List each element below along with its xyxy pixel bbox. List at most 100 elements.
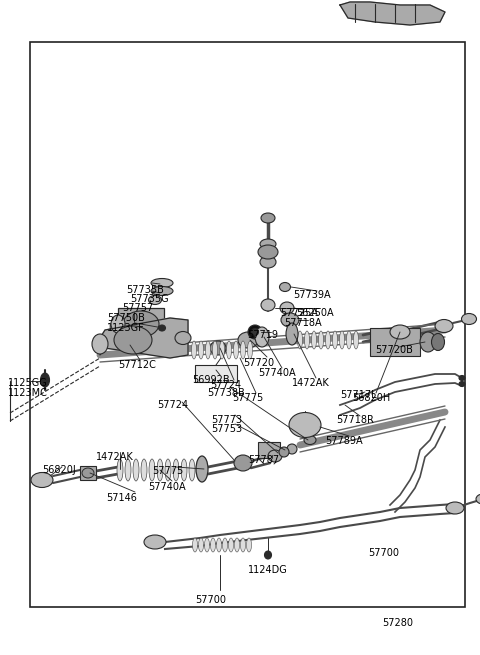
Text: 57719: 57719 [247, 330, 278, 340]
Ellipse shape [238, 332, 258, 348]
Bar [195, 365, 237, 382]
Ellipse shape [227, 341, 231, 359]
Text: 57700: 57700 [368, 548, 399, 558]
Ellipse shape [247, 538, 252, 552]
Text: 57735B: 57735B [126, 285, 164, 295]
Text: 57738B: 57738B [207, 388, 245, 398]
Text: 1123GF: 1123GF [107, 323, 145, 333]
Text: 57718R: 57718R [336, 415, 374, 425]
Ellipse shape [211, 538, 216, 552]
Ellipse shape [280, 302, 294, 314]
Ellipse shape [199, 341, 204, 359]
Ellipse shape [123, 311, 159, 337]
Ellipse shape [192, 341, 196, 359]
Ellipse shape [233, 341, 239, 359]
Ellipse shape [31, 472, 53, 487]
Text: 57717L: 57717L [340, 390, 377, 400]
Ellipse shape [279, 282, 290, 291]
Ellipse shape [304, 436, 316, 445]
Ellipse shape [261, 299, 275, 311]
Ellipse shape [175, 331, 191, 345]
Ellipse shape [158, 325, 166, 331]
Ellipse shape [234, 455, 252, 471]
Ellipse shape [286, 323, 298, 345]
Text: 57720: 57720 [243, 358, 274, 368]
Text: 57735G: 57735G [130, 294, 168, 304]
Ellipse shape [165, 459, 171, 481]
Ellipse shape [298, 331, 302, 349]
Ellipse shape [223, 538, 228, 552]
Bar [30, 42, 465, 607]
Ellipse shape [157, 459, 163, 481]
Text: 57750B: 57750B [107, 313, 145, 323]
Text: 57280: 57280 [382, 618, 413, 628]
Ellipse shape [192, 538, 197, 552]
Ellipse shape [461, 314, 477, 324]
Ellipse shape [347, 331, 351, 349]
Ellipse shape [125, 459, 131, 481]
Text: 1124DG: 1124DG [248, 565, 288, 575]
Text: 57712C: 57712C [118, 360, 156, 370]
Ellipse shape [210, 341, 226, 355]
Ellipse shape [435, 320, 453, 333]
Ellipse shape [319, 331, 324, 349]
Text: 57773: 57773 [211, 415, 242, 425]
Ellipse shape [149, 459, 155, 481]
Ellipse shape [260, 239, 276, 249]
Ellipse shape [92, 334, 108, 354]
Ellipse shape [260, 256, 276, 268]
Text: 57720B: 57720B [375, 345, 413, 355]
Ellipse shape [228, 538, 233, 552]
Ellipse shape [281, 313, 299, 327]
Text: 57146: 57146 [106, 493, 137, 503]
Text: 1123MC: 1123MC [8, 388, 48, 398]
Text: 57739A: 57739A [293, 290, 331, 300]
Ellipse shape [181, 459, 187, 481]
Ellipse shape [196, 456, 208, 482]
Text: 57725A: 57725A [280, 308, 318, 318]
Ellipse shape [476, 494, 480, 504]
Text: 56992B: 56992B [192, 375, 229, 385]
Text: 57724: 57724 [210, 380, 241, 390]
Ellipse shape [268, 450, 282, 462]
Ellipse shape [325, 331, 331, 349]
Ellipse shape [353, 331, 359, 349]
Ellipse shape [459, 375, 465, 381]
Ellipse shape [151, 286, 173, 295]
Ellipse shape [261, 213, 275, 223]
Ellipse shape [82, 468, 94, 478]
Ellipse shape [141, 459, 147, 481]
Text: 1472AK: 1472AK [292, 378, 330, 388]
Text: 1472AK: 1472AK [96, 452, 134, 462]
Ellipse shape [420, 332, 436, 352]
Text: 56820H: 56820H [352, 393, 390, 403]
Ellipse shape [446, 502, 464, 514]
Text: 57740A: 57740A [148, 482, 186, 492]
Text: 1125GG: 1125GG [8, 378, 48, 388]
Text: 57775: 57775 [232, 393, 263, 403]
Ellipse shape [264, 551, 272, 559]
Ellipse shape [173, 459, 179, 481]
Ellipse shape [279, 447, 289, 457]
Ellipse shape [258, 245, 278, 259]
Ellipse shape [287, 444, 297, 454]
Text: 57700: 57700 [195, 595, 226, 605]
Text: 57757: 57757 [122, 303, 153, 313]
Ellipse shape [459, 381, 465, 386]
Ellipse shape [219, 341, 225, 359]
Ellipse shape [339, 331, 345, 349]
Text: 57789A: 57789A [325, 436, 362, 446]
Text: 56820J: 56820J [42, 465, 76, 475]
Ellipse shape [114, 326, 152, 354]
Ellipse shape [40, 373, 49, 387]
Ellipse shape [235, 538, 240, 552]
Ellipse shape [189, 459, 195, 481]
Ellipse shape [304, 331, 310, 349]
Ellipse shape [252, 329, 259, 335]
Ellipse shape [432, 333, 444, 350]
Ellipse shape [248, 341, 252, 359]
Ellipse shape [151, 278, 173, 288]
Polygon shape [100, 318, 188, 358]
Ellipse shape [289, 413, 321, 438]
Ellipse shape [199, 538, 204, 552]
